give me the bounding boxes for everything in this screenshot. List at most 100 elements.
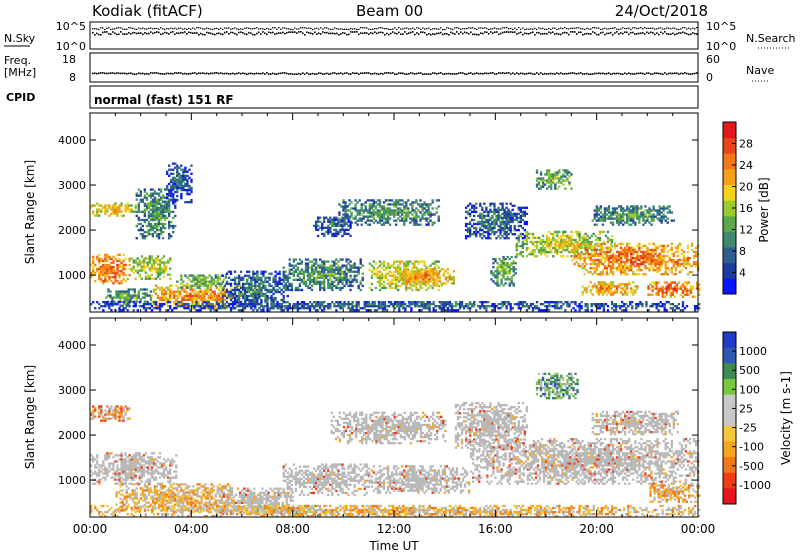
nsearch-point: [598, 27, 600, 29]
data-cell: [434, 272, 437, 275]
data-cell: [672, 252, 675, 256]
freq-point: [300, 73, 302, 76]
data-cell: [560, 242, 563, 246]
data-cell: [386, 278, 390, 282]
data-cell: [92, 261, 95, 265]
data-cell: [487, 218, 490, 222]
data-cell: [195, 298, 198, 302]
data-cell: [353, 262, 356, 265]
data-cell: [157, 224, 161, 228]
freq-point: [592, 73, 594, 75]
data-cell: [431, 213, 434, 216]
data-cell: [395, 260, 398, 263]
nsearch-point: [442, 28, 444, 31]
data-cell: [143, 296, 147, 299]
freq-point: [636, 72, 638, 75]
data-cell: [312, 280, 316, 284]
data-cell: [503, 230, 506, 234]
data-cell: [504, 268, 507, 271]
data-cell: [399, 284, 402, 288]
data-cell: [335, 262, 338, 265]
data-cell: [388, 280, 392, 284]
data-cell: [359, 288, 362, 292]
data-cell: [615, 256, 619, 260]
data-cell: [191, 300, 194, 304]
data-cell: [260, 278, 263, 282]
data-cell: [466, 222, 470, 226]
data-cell: [487, 226, 490, 230]
nsearch-point: [132, 27, 134, 29]
data-cell: [153, 230, 157, 234]
data-cell: [493, 204, 496, 207]
freq-point: [248, 72, 250, 75]
data-cell: [104, 259, 107, 263]
data-cell: [197, 290, 200, 293]
data-cell: [523, 237, 527, 240]
freq-point: [494, 73, 496, 75]
data-cell: [448, 274, 452, 277]
data-cell: [648, 254, 651, 258]
data-cell: [184, 174, 187, 178]
data-cell: [337, 230, 340, 234]
nsearch-point: [122, 28, 124, 30]
data-cell: [503, 232, 506, 236]
data-cell: [100, 267, 103, 271]
data-cell: [319, 274, 322, 277]
data-cell: [650, 254, 653, 258]
data-cell: [153, 198, 157, 201]
data-cell: [386, 219, 390, 222]
nsearch-point: [254, 27, 256, 30]
data-cell: [431, 199, 434, 202]
data-cell: [268, 288, 271, 292]
nsearch-point: [592, 27, 594, 29]
data-cell: [100, 208, 103, 211]
data-cell: [92, 212, 95, 215]
nsky-point: [562, 32, 564, 34]
data-cell: [203, 288, 206, 291]
data-cell: [399, 199, 402, 202]
data-cell: [233, 298, 237, 302]
data-cell: [670, 252, 673, 256]
data-cell: [266, 296, 269, 300]
data-cell: [494, 282, 497, 285]
data-cell: [434, 278, 437, 281]
data-cell: [296, 272, 300, 275]
data-cell: [384, 272, 388, 275]
data-cell: [401, 260, 404, 263]
data-cell: [201, 298, 204, 302]
data-cell: [323, 282, 326, 286]
data-cell: [298, 270, 302, 273]
nsearch-point: [672, 27, 674, 29]
data-cell: [619, 269, 623, 272]
data-cell: [183, 296, 186, 300]
data-cell: [587, 252, 590, 256]
data-cell: [372, 221, 376, 224]
data-cell: [348, 217, 351, 220]
data-cell: [444, 278, 447, 281]
nsearch-point: [418, 27, 420, 29]
data-cell: [127, 290, 130, 293]
data-cell: [348, 215, 351, 218]
data-cell: [151, 224, 155, 228]
data-cell: [361, 284, 364, 288]
nsky-point: [526, 32, 528, 35]
data-cell: [548, 179, 551, 182]
data-cell: [349, 226, 352, 230]
data-cell: [316, 234, 320, 238]
data-cell: [343, 232, 346, 236]
data-cell: [244, 292, 247, 296]
data-cell: [426, 278, 429, 281]
nsky-point: [332, 32, 334, 35]
data-cell: [491, 226, 494, 230]
data-cell: [135, 194, 138, 197]
data-cell: [626, 242, 629, 245]
data-cell: [184, 182, 187, 186]
data-cell: [195, 294, 198, 297]
nsky-point: [386, 32, 388, 35]
data-cell: [146, 275, 150, 278]
freq-point: [390, 72, 392, 75]
data-cell: [213, 292, 216, 295]
freq-point: [542, 73, 544, 76]
data-cell: [272, 278, 275, 282]
nsky-point: [230, 31, 232, 34]
